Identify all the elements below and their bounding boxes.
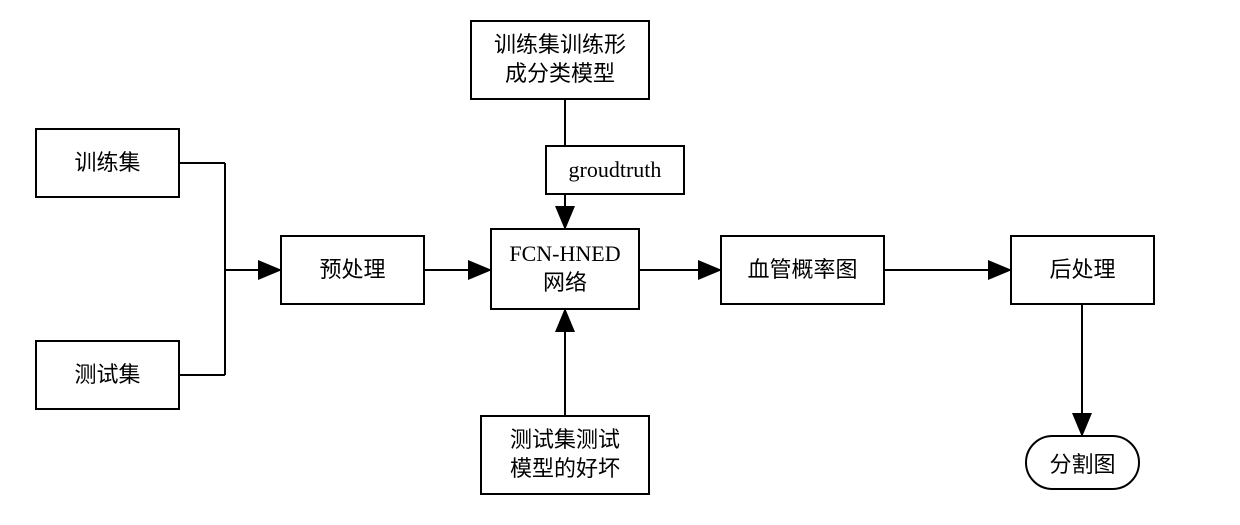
node-label: 训练集 [74, 149, 140, 178]
node-seg-map: 分割图 [1025, 435, 1140, 490]
node-postprocess: 后处理 [1010, 235, 1155, 305]
node-train-model: 训练集训练形 成分类模型 [470, 20, 650, 100]
node-test-set: 测试集 [35, 340, 180, 410]
node-label: 血管概率图 [747, 256, 857, 285]
node-label: 预处理 [319, 256, 385, 285]
node-fcn-hned: FCN-HNED 网络 [490, 228, 640, 310]
node-label: FCN-HNED 网络 [509, 240, 620, 297]
node-label: 测试集 [74, 361, 140, 390]
node-label: 训练集训练形 成分类模型 [494, 31, 626, 88]
node-label: groudtruth [569, 156, 662, 185]
node-prob-map: 血管概率图 [720, 235, 885, 305]
node-label: 测试集测试 模型的好坏 [510, 426, 620, 483]
node-preprocess: 预处理 [280, 235, 425, 305]
flowchart-canvas: 训练集 测试集 预处理 训练集训练形 成分类模型 groudtruth FCN-… [0, 0, 1240, 525]
node-label: 后处理 [1049, 256, 1115, 285]
node-train-set: 训练集 [35, 128, 180, 198]
node-label: 分割图 [1049, 447, 1115, 479]
node-test-model: 测试集测试 模型的好坏 [480, 415, 650, 495]
node-groundtruth: groudtruth [545, 145, 685, 195]
